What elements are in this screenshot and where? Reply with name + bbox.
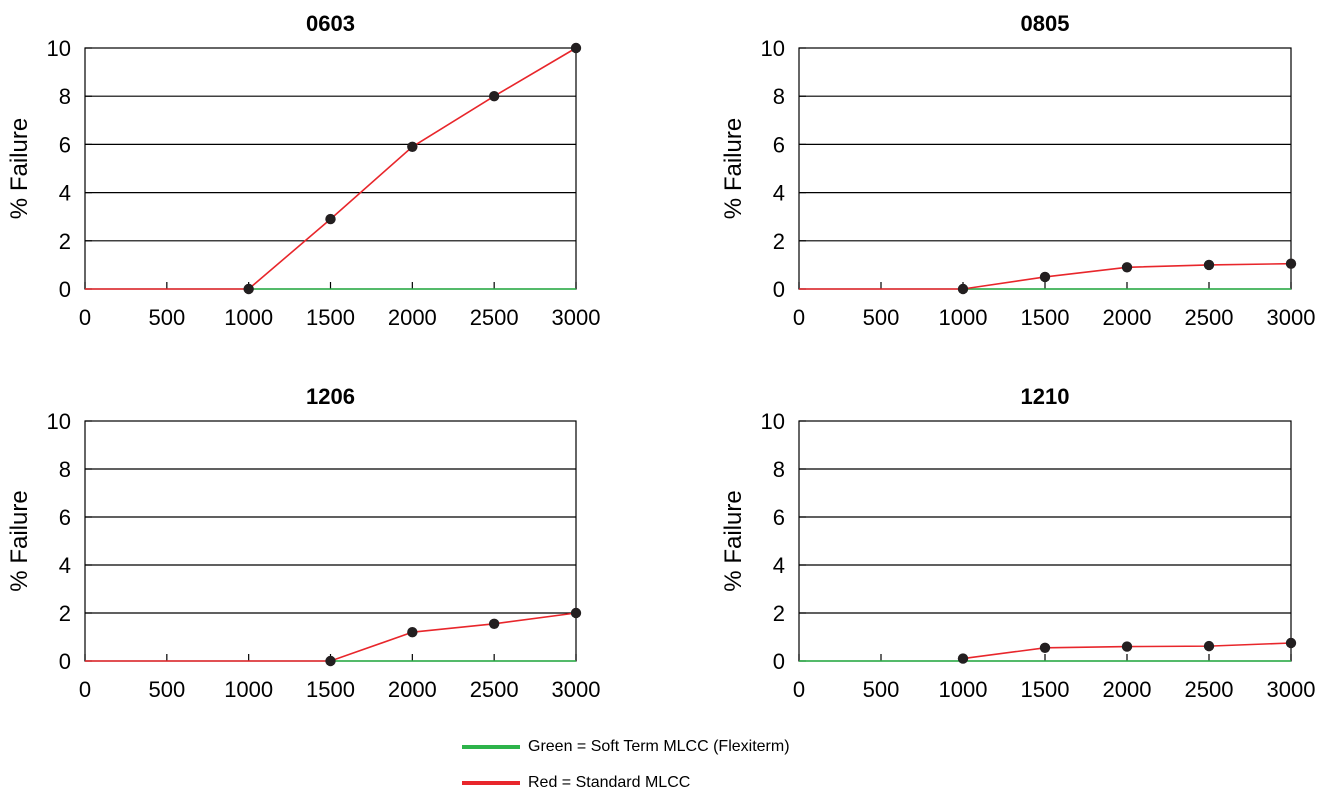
- x-tick-label-2000: 2000: [1103, 677, 1152, 702]
- x-tick-label-3000: 3000: [1267, 305, 1316, 330]
- y-tick-label-10: 10: [761, 36, 785, 61]
- y-tick-label-2: 2: [773, 601, 785, 626]
- x-tick-label-0: 0: [793, 305, 805, 330]
- data-point-1500: [325, 655, 336, 667]
- x-tick-label-1500: 1500: [306, 305, 355, 330]
- y-tick-label-2: 2: [773, 229, 785, 254]
- series-line-standard: [85, 47, 577, 290]
- chart-0603: 0 500 1000 1500 2000 2500 3000 0 2 4 6 8 10 0603 % Fai…: [6, 11, 600, 330]
- x-tick-label-2000: 2000: [388, 305, 437, 330]
- chart-title: 1206: [306, 384, 355, 409]
- series-line-standard: [799, 262, 1292, 290]
- legend-swatch-green: [462, 745, 520, 749]
- y-axis-label: % Failure: [6, 118, 33, 219]
- y-tick-label-0: 0: [59, 277, 71, 302]
- x-tick-label-1500: 1500: [1021, 305, 1070, 330]
- y-tick-label-6: 6: [59, 132, 71, 157]
- x-tick-label-2500: 2500: [1185, 305, 1234, 330]
- x-tick-label-3000: 3000: [552, 305, 601, 330]
- data-point-2000: [1121, 641, 1133, 652]
- y-tick-label-8: 8: [59, 84, 71, 109]
- plot-frame: [798, 47, 1292, 290]
- series-line-standard: [85, 612, 577, 662]
- y-tick-label-10: 10: [761, 409, 785, 434]
- x-tick-label-0: 0: [793, 677, 805, 702]
- chart-0805: 0 500 1000 1500 2000 2500 3000 0 2 4 6 8 10 0805 % Fai…: [720, 11, 1315, 330]
- plot-frame: [798, 420, 1292, 662]
- y-axis-label: % Failure: [720, 118, 747, 219]
- x-tick-label-500: 500: [863, 677, 900, 702]
- data-point-3000: [1285, 258, 1297, 269]
- x-tick-label-2500: 2500: [1185, 677, 1234, 702]
- x-tick-label-2500: 2500: [470, 677, 519, 702]
- data-point-1000: [243, 283, 254, 295]
- data-point-3000: [570, 42, 582, 54]
- data-point-3000: [1285, 637, 1297, 649]
- y-tick-label-6: 6: [773, 132, 785, 157]
- legend-label-standard: Red = Standard MLCC: [528, 774, 691, 791]
- y-tick-label-4: 4: [59, 181, 71, 206]
- chart-title: 0805: [1021, 11, 1070, 36]
- y-tick-label-8: 8: [773, 84, 785, 109]
- y-tick-label-0: 0: [773, 277, 785, 302]
- data-point-2500: [1203, 640, 1215, 652]
- legend-item-standard: Red = Standard MLCC: [462, 771, 982, 795]
- data-point-2500: [1203, 259, 1215, 271]
- x-tick-label-1000: 1000: [939, 677, 988, 702]
- chart-title: 0603: [306, 11, 355, 36]
- data-point-2000: [407, 141, 418, 153]
- data-point-3000: [570, 607, 582, 619]
- y-tick-label-4: 4: [773, 181, 785, 206]
- x-tick-label-2000: 2000: [388, 677, 437, 702]
- y-axis-label: % Failure: [720, 490, 747, 591]
- x-tick-label-1000: 1000: [224, 305, 273, 330]
- chart-title: 1210: [1021, 384, 1070, 409]
- chart-1206: 0 500 1000 1500 2000 2500 3000 0 2 4 6 8 10 1206 % Fai…: [6, 384, 600, 702]
- y-tick-label-0: 0: [59, 649, 71, 674]
- x-tick-label-500: 500: [148, 305, 185, 330]
- x-tick-label-0: 0: [79, 305, 91, 330]
- data-point-1500: [1039, 642, 1051, 653]
- x-tick-label-0: 0: [79, 677, 91, 702]
- y-tick-label-4: 4: [773, 553, 785, 578]
- chart-1210: 0 500 1000 1500 2000 2500 3000 0 2 4 6 8 10 1210 % Fai…: [720, 384, 1315, 702]
- data-point-2500: [488, 618, 500, 629]
- data-point-1500: [325, 213, 336, 225]
- y-tick-label-0: 0: [773, 649, 785, 674]
- y-tick-label-2: 2: [59, 229, 71, 254]
- legend: Green = Soft Term MLCC (Flexiterm) Red =…: [462, 735, 982, 807]
- legend-label-soft-term: Green = Soft Term MLCC (Flexiterm): [528, 738, 790, 755]
- y-tick-label-6: 6: [59, 505, 71, 530]
- data-point-2500: [488, 91, 500, 102]
- y-axis-label: % Failure: [6, 490, 33, 591]
- x-tick-label-2500: 2500: [470, 305, 519, 330]
- x-tick-label-1000: 1000: [224, 677, 273, 702]
- data-point-1000: [957, 283, 969, 295]
- x-tick-label-500: 500: [148, 677, 185, 702]
- y-tick-label-8: 8: [773, 457, 785, 482]
- data-point-1500: [1039, 271, 1051, 283]
- y-tick-label-4: 4: [59, 553, 71, 578]
- legend-swatch-red: [462, 781, 520, 785]
- y-tick-label-2: 2: [59, 601, 71, 626]
- x-tick-label-500: 500: [863, 305, 900, 330]
- legend-item-soft-term: Green = Soft Term MLCC (Flexiterm): [462, 735, 982, 759]
- x-tick-label-3000: 3000: [1267, 677, 1316, 702]
- y-tick-label-10: 10: [47, 36, 71, 61]
- data-point-2000: [1121, 262, 1133, 273]
- y-tick-label-6: 6: [773, 505, 785, 530]
- x-tick-label-2000: 2000: [1103, 305, 1152, 330]
- data-point-2000: [407, 627, 418, 638]
- y-tick-label-8: 8: [59, 457, 71, 482]
- x-tick-label-3000: 3000: [552, 677, 601, 702]
- data-point-1000: [957, 653, 969, 664]
- x-tick-label-1000: 1000: [939, 305, 988, 330]
- y-tick-label-10: 10: [47, 409, 71, 434]
- x-tick-label-1500: 1500: [1021, 677, 1070, 702]
- x-tick-label-1500: 1500: [306, 677, 355, 702]
- plot-frame: [84, 420, 577, 662]
- plot-frame: [84, 47, 577, 290]
